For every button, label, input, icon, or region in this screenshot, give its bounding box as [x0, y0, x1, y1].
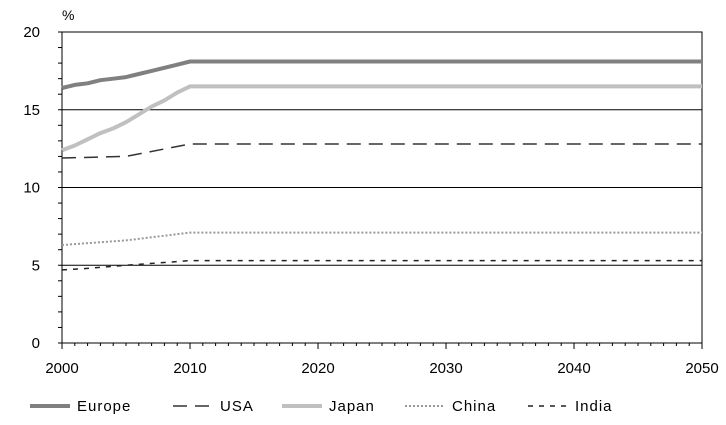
y-tick-label: 15 [23, 102, 40, 119]
series-line-china [61, 231, 702, 246]
legend: Europe USA Japan China India [30, 398, 613, 415]
legend-item-europe: Europe [30, 398, 131, 415]
grid-layer [62, 109, 702, 266]
x-tick-label: 2030 [429, 360, 462, 377]
x-tick-label: 2020 [301, 360, 334, 377]
series-line-usa [61, 143, 702, 159]
y-tick-label: 20 [23, 24, 40, 41]
series-layer [61, 59, 702, 271]
legend-item-usa: USA [173, 398, 254, 415]
y-tick-label: 0 [32, 335, 40, 352]
series-line-europe [61, 59, 702, 90]
legend-label: USA [220, 398, 254, 415]
y-tick-label: 10 [23, 180, 40, 197]
y-axis-unit-label: % [62, 7, 74, 23]
legend-item-china: China [405, 398, 496, 415]
legend-item-japan: Japan [282, 398, 375, 415]
legend-label: India [575, 398, 613, 415]
axis-layer: 0 5 10 15 20 2000 2010 2020 2030 2040 2050 [23, 24, 718, 377]
x-tick-label: 2000 [45, 360, 78, 377]
x-tick-label: 2040 [557, 360, 590, 377]
legend-item-india: India [528, 398, 613, 415]
legend-label: Japan [329, 398, 375, 415]
x-tick-label: 2050 [685, 360, 718, 377]
y-tick-label: 5 [32, 257, 40, 274]
x-tick-label: 2010 [173, 360, 206, 377]
legend-label: China [452, 398, 496, 415]
legend-label: Europe [77, 398, 131, 415]
series-line-india [61, 259, 702, 271]
series-line-japan [61, 84, 702, 153]
